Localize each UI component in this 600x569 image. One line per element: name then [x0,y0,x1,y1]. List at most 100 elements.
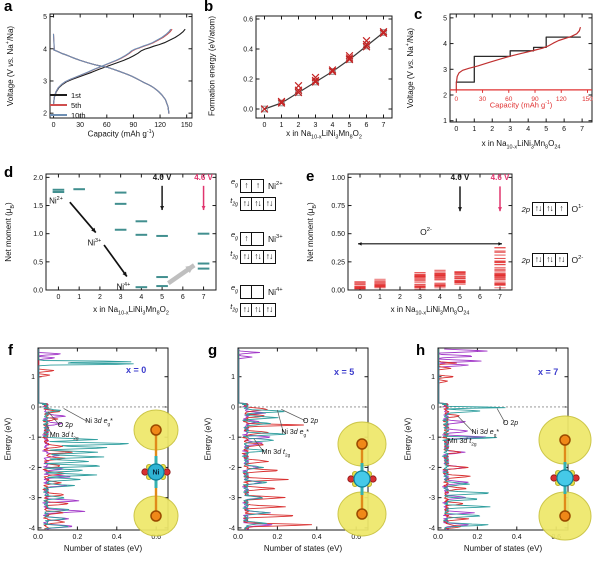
x-tick-label: 2 [98,294,102,301]
capacity-tick-label: 0 [454,96,458,103]
y-tick-label: 1.0 [33,231,43,238]
annotation-leader [45,423,53,435]
square-marker [346,56,353,63]
y-tick-label: -3 [429,495,435,502]
x-tick-label: 150 [181,122,193,129]
y-tick-label: -4 [429,525,435,532]
x-tick-label: 0 [52,122,56,129]
y-tick-label: -2 [29,465,35,472]
y-tick-label: -1 [429,435,435,442]
y-tick-label: -1 [29,435,35,442]
x-tick-label: 7 [580,126,584,133]
annotation-leader [47,411,60,426]
orbital-name: eg [230,283,238,295]
x-axis-label: Number of states (eV) [263,544,343,553]
legend-line [50,114,67,116]
arrow-head [160,206,165,210]
x-tick-label: 0.2 [73,534,83,541]
dos-series-label: O 2p [303,417,319,425]
orbital-row: 2p ↑↓ ↑↓ ↑ O1- [514,201,583,216]
o-atom [163,468,171,476]
legend-label: 5th [71,100,82,110]
tm-atom [147,463,165,481]
x-tick-label: 6 [365,122,369,129]
y-tick-label: 1 [31,374,35,381]
panel-b: b Formation energy (eV/atom) x in Na10-x… [200,0,400,160]
y-tick-label: -4 [229,525,235,532]
electron-box: ↑↓ [262,303,276,317]
x-marker [379,27,388,36]
legend-line [50,94,67,96]
x-tick-label: 0 [454,126,458,133]
panel-f: f x = 0 Energy (eV) Number of states (eV… [0,340,200,569]
discharge-curve-10th [52,49,170,114]
legend-item-1st: 1st [50,90,86,100]
electron-box: ↑↓ [554,252,568,267]
x-tick-label: 5 [544,126,548,133]
x-tick-label: 6 [181,294,185,301]
composition-badge: x = 7 [538,367,559,377]
plot-frame [255,15,393,119]
orbital-name: t2g [230,195,238,208]
x-marker [362,42,371,51]
composition-badge: x = 5 [334,367,355,377]
voltage-label: 4.0 V [152,172,172,182]
y-tick-label: 1 [231,374,235,381]
y-tick-label: 2 [43,111,47,118]
orbital-name: 2p [521,255,530,265]
x-tick-label: 0.4 [512,534,522,541]
y-tick-label: 3 [443,67,447,74]
square-marker [380,29,387,36]
legend-line [50,104,67,106]
x-tick-label: 5 [348,122,352,129]
experimental-voltage-curve [455,27,581,91]
arrow-head [122,271,127,277]
x-tick-label: 0.2 [273,534,283,541]
x-tick-label: 1 [378,294,382,301]
x-marker [294,81,303,90]
panel-letter-g: g [208,342,218,359]
electron-box: ↑↓ [262,250,276,264]
y-tick-label: 0.0 [243,107,253,114]
x-marker [362,36,371,45]
orbital-group: 2p ↑↓ ↑↓ ↑↓ O2- [514,252,583,267]
orbital-name: 2p [521,204,530,214]
y-axis-label: Net moment (μB) [4,202,16,262]
x-tick-label: 0.4 [312,534,322,541]
annotation-leader [496,408,506,423]
x-marker [277,97,286,106]
x-axis-label: x in Na10-xLiNi3Mn8O24 [390,305,470,317]
arrow-head [498,207,502,212]
x-tick-label: 0.0 [33,534,43,541]
panel-letter-h: h [416,342,426,359]
x-tick-label: 6 [562,126,566,133]
electron-box: ↑ [251,178,264,193]
charge-curve-10th [52,28,172,105]
x-marker [345,51,354,60]
orbital-group: 2p ↑↓ ↑↓ ↑ O1- [514,201,583,216]
y-tick-label: 0.00 [331,288,345,295]
capacity-tick-label: 60 [505,96,513,103]
dos-series-label: Mn 3d t2g [447,437,477,448]
y-tick-label: -4 [29,525,35,532]
x-tick-label: 4 [438,294,442,301]
electron-box [251,231,264,246]
x-tick-label: 90 [130,122,138,129]
legend-item-5th: 5th [50,100,86,110]
calculated-voltage-steps [455,36,581,83]
x-axis-label: x in Na10-xLiNi3Mn8O24 [481,139,561,151]
panel-letter-b: b [204,0,214,15]
chart-g: 0.0 0.2 0.4 0.6 -4 -3 -2 -1 0 1 [229,347,387,541]
annotation-leader [253,438,264,452]
y-tick-label: 2.0 [33,175,43,182]
x-tick-label: 3 [314,122,318,129]
square-marker [278,99,285,107]
x-axis-label: x in Na10-xLiNi3Mn8O2 [93,305,169,317]
arrow-line [103,244,128,277]
square-marker [363,42,370,50]
orbital-row: eg ↑ Ni3+ [222,228,283,246]
orbital-name: t2g [230,301,238,314]
arrow-head [458,207,462,212]
plot-frame [449,13,593,123]
